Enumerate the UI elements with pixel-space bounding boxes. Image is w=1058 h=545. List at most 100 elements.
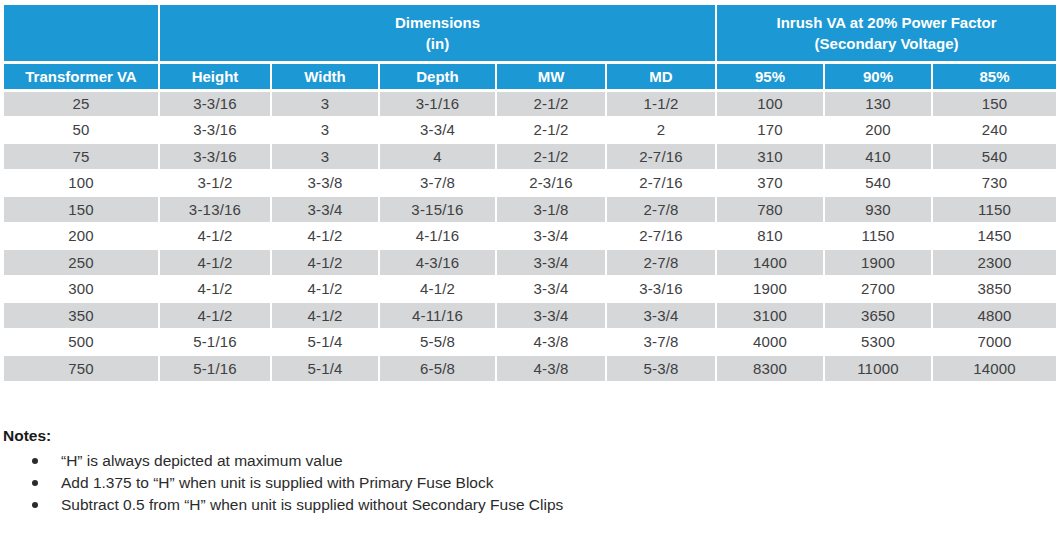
- table-cell: 3-13/16: [159, 196, 271, 223]
- column-header-2: Width: [271, 62, 379, 90]
- table-cell: 4-3/16: [379, 249, 496, 276]
- table-row: 753-3/16342-1/22-7/16310410540: [3, 143, 1057, 170]
- table-cell: 3850: [932, 276, 1057, 303]
- inrush-group-header: Inrush VA at 20% Power Factor (Secondary…: [716, 4, 1057, 62]
- table-cell: 6-5/8: [379, 355, 496, 382]
- table-row: 1503-13/163-3/43-15/163-1/82-7/878093011…: [3, 196, 1057, 223]
- table-cell: 4-1/2: [159, 276, 271, 303]
- table-cell: 3-3/16: [159, 90, 271, 117]
- note-item: “H” is always depicted at maximum value: [3, 450, 1058, 472]
- table-row: 2504-1/24-1/24-3/163-3/42-7/814001900230…: [3, 249, 1057, 276]
- column-header-8: 85%: [932, 62, 1057, 90]
- notes-section: Notes: “H” is always depicted at maximum…: [3, 427, 1058, 516]
- column-header-4: MW: [496, 62, 606, 90]
- table-cell: 3: [271, 117, 379, 144]
- table-cell: 2-7/8: [606, 249, 716, 276]
- table-cell: 3-3/4: [496, 223, 606, 250]
- note-item: Subtract 0.5 from “H” when unit is suppl…: [3, 494, 1058, 516]
- table-cell: 3-3/4: [379, 117, 496, 144]
- table-cell: 3-7/8: [379, 170, 496, 197]
- table-row: 7505-1/165-1/46-5/84-3/85-3/883001100014…: [3, 355, 1057, 382]
- table-cell: 2-1/2: [496, 143, 606, 170]
- table-cell: 240: [932, 117, 1057, 144]
- table-cell: 370: [716, 170, 824, 197]
- table-cell: 4-1/2: [379, 276, 496, 303]
- table-cell: 25: [3, 90, 159, 117]
- column-header-6: 95%: [716, 62, 824, 90]
- table-cell: 2-1/2: [496, 90, 606, 117]
- table-cell: 3: [271, 143, 379, 170]
- blank-corner-cell: [3, 4, 159, 62]
- table-cell: 930: [824, 196, 932, 223]
- column-header-5: MD: [606, 62, 716, 90]
- table-cell: 3-3/16: [159, 143, 271, 170]
- table-cell: 1900: [716, 276, 824, 303]
- table-cell: 750: [3, 355, 159, 382]
- table-cell: 5-1/4: [271, 355, 379, 382]
- table-cell: 4-1/2: [159, 249, 271, 276]
- table-cell: 2300: [932, 249, 1057, 276]
- table-cell: 3-3/4: [496, 249, 606, 276]
- table-cell: 5-1/16: [159, 355, 271, 382]
- table-cell: 200: [824, 117, 932, 144]
- table-cell: 3-15/16: [379, 196, 496, 223]
- column-header-1: Height: [159, 62, 271, 90]
- table-cell: 3-1/8: [496, 196, 606, 223]
- table-cell: 3100: [716, 302, 824, 329]
- table-row: 253-3/1633-1/162-1/21-1/2100130150: [3, 90, 1057, 117]
- table-cell: 3-7/8: [606, 329, 716, 356]
- table-body: 253-3/1633-1/162-1/21-1/2100130150503-3/…: [3, 90, 1057, 382]
- table-cell: 4-1/2: [271, 302, 379, 329]
- table-cell: 50: [3, 117, 159, 144]
- table-cell: 2700: [824, 276, 932, 303]
- table-cell: 150: [3, 196, 159, 223]
- table-cell: 5-1/4: [271, 329, 379, 356]
- table-cell: 4-1/16: [379, 223, 496, 250]
- table-cell: 4-11/16: [379, 302, 496, 329]
- notes-list: “H” is always depicted at maximum valueA…: [3, 450, 1058, 516]
- inrush-group-title: Inrush VA at 20% Power Factor: [717, 12, 1056, 33]
- table-cell: 3: [271, 90, 379, 117]
- column-header-row: Transformer VAHeightWidthDepthMWMD95%90%…: [3, 62, 1057, 90]
- table-cell: 5-3/8: [606, 355, 716, 382]
- table-cell: 14000: [932, 355, 1057, 382]
- table-cell: 7000: [932, 329, 1057, 356]
- table-cell: 1150: [932, 196, 1057, 223]
- dimensions-group-title: Dimensions: [160, 12, 715, 33]
- column-header-3: Depth: [379, 62, 496, 90]
- table-row: 2004-1/24-1/24-1/163-3/42-7/168101150145…: [3, 223, 1057, 250]
- table-cell: 410: [824, 143, 932, 170]
- table-cell: 200: [3, 223, 159, 250]
- table-cell: 170: [716, 117, 824, 144]
- table-cell: 3-1/2: [159, 170, 271, 197]
- table-cell: 4800: [932, 302, 1057, 329]
- table-cell: 3-3/4: [606, 302, 716, 329]
- table-cell: 2-7/8: [606, 196, 716, 223]
- column-header-0: Transformer VA: [3, 62, 159, 90]
- table-row: 3504-1/24-1/24-11/163-3/43-3/43100365048…: [3, 302, 1057, 329]
- table-cell: 100: [3, 170, 159, 197]
- table-cell: 3-3/4: [496, 276, 606, 303]
- table-cell: 3-3/4: [271, 196, 379, 223]
- table-row: 1003-1/23-3/83-7/82-3/162-7/16370540730: [3, 170, 1057, 197]
- table-cell: 8300: [716, 355, 824, 382]
- table-cell: 4000: [716, 329, 824, 356]
- table-cell: 2-7/16: [606, 223, 716, 250]
- table-cell: 4-1/2: [271, 276, 379, 303]
- table-cell: 3-3/16: [606, 276, 716, 303]
- table-cell: 3-3/8: [271, 170, 379, 197]
- note-item: Add 1.375 to “H” when unit is supplied w…: [3, 472, 1058, 494]
- table-cell: 3650: [824, 302, 932, 329]
- table-cell: 1-1/2: [606, 90, 716, 117]
- table-cell: 780: [716, 196, 824, 223]
- table-cell: 540: [932, 143, 1057, 170]
- table-cell: 500: [3, 329, 159, 356]
- dimensions-group-unit: (in): [160, 33, 715, 54]
- column-header-7: 90%: [824, 62, 932, 90]
- table-cell: 11000: [824, 355, 932, 382]
- table-cell: 2-7/16: [606, 143, 716, 170]
- table-cell: 75: [3, 143, 159, 170]
- table-cell: 2: [606, 117, 716, 144]
- table-cell: 540: [824, 170, 932, 197]
- table-cell: 3-1/16: [379, 90, 496, 117]
